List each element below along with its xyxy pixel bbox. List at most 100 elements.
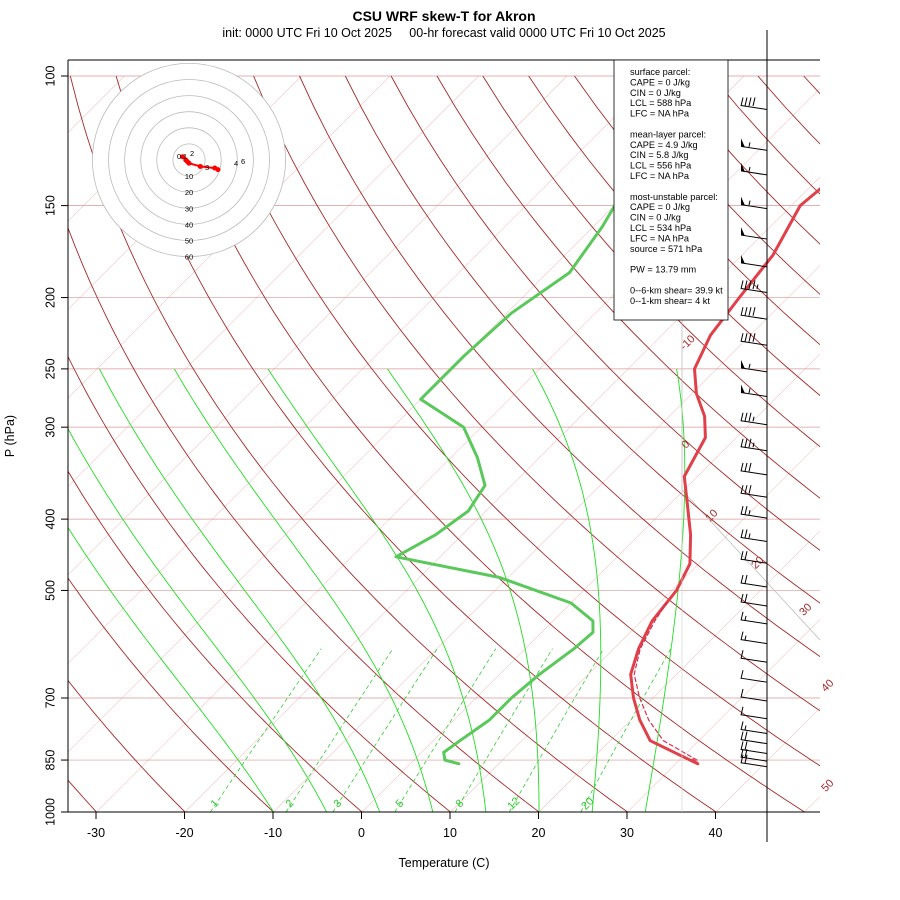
barb-half-flag [748, 166, 751, 172]
barb-flag [744, 574, 748, 584]
dry-adiabat [68, 355, 452, 812]
info-line: PW = 13.79 mm [630, 265, 696, 275]
barb-flag [740, 754, 744, 764]
barb-flag [740, 741, 744, 751]
y-tick-label: 400 [43, 509, 57, 530]
x-tick-label: -10 [264, 826, 282, 840]
x-tick-label: 10 [443, 826, 457, 840]
barb-pennant [741, 162, 745, 172]
barb-pennant [741, 384, 745, 394]
wind-barb [740, 551, 768, 564]
isotherm-line [538, 530, 820, 812]
dry-adiabat [299, 75, 820, 658]
mixing-ratio-line [210, 648, 322, 812]
barb-flag [744, 741, 748, 751]
barb-staff [740, 756, 768, 762]
y-tick-label: 1000 [43, 798, 57, 826]
isotherm-line [715, 707, 820, 812]
info-line: LCL = 534 hPa [630, 223, 692, 233]
barb-staff [740, 145, 768, 151]
barb-flag [740, 593, 744, 603]
barb-staff [740, 677, 768, 683]
isotherm-label: 50 [819, 777, 836, 794]
barb-half-flag [744, 615, 747, 621]
hodograph-ring [124, 95, 254, 225]
y-tick-label: 850 [43, 750, 57, 771]
info-line: CAPE = 0 J/kg [630, 202, 690, 212]
wind-barb [740, 505, 768, 519]
dry-adiabat [207, 75, 820, 767]
barb-flag [740, 731, 744, 741]
wind-barb [740, 741, 768, 755]
barb-pennant [741, 359, 745, 369]
wind-barb [740, 631, 768, 645]
x-tick-label: -20 [175, 826, 193, 840]
y-axis-title: P (hPa) [3, 415, 17, 457]
dry-adiabat [253, 75, 820, 712]
parcel-trace [633, 602, 698, 761]
barb-flag [740, 333, 744, 342]
barb-flag [744, 438, 748, 448]
wind-barb [740, 754, 768, 768]
info-line: LFC = NA hPa [630, 109, 690, 119]
wind-barb-profile [740, 30, 768, 842]
barb-staff [740, 582, 768, 588]
x-tick-label: 40 [709, 826, 723, 840]
wind-barb [740, 611, 768, 625]
barb-staff [740, 729, 768, 735]
info-line: CIN = 0 J/kg [630, 88, 681, 98]
barb-staff [740, 492, 768, 498]
info-line: LFC = NA hPa [630, 233, 690, 243]
y-tick-label: 250 [43, 358, 57, 379]
barb-half-flag [748, 509, 751, 515]
info-line: CIN = 5.8 J/kg [630, 150, 688, 160]
barb-flag [744, 412, 748, 422]
barb-staff [740, 446, 768, 452]
dry-adiabat [68, 226, 540, 812]
barb-flag [744, 731, 748, 741]
barb-flag [752, 280, 756, 290]
wind-barb [740, 485, 768, 498]
barb-flag [740, 749, 744, 758]
hodograph-point [180, 154, 186, 160]
barb-flag [748, 333, 752, 342]
info-line: 0--6-km shear= 39.9 kt [630, 285, 723, 295]
wind-barb [740, 438, 768, 452]
barb-flag [740, 280, 744, 290]
barb-flag [740, 574, 744, 584]
wind-barb [740, 196, 768, 210]
info-line: LFC = NA hPa [630, 171, 690, 181]
barb-staff [740, 340, 768, 346]
mixing-ratio-label: 8 [453, 797, 466, 810]
barb-pennant [741, 196, 745, 206]
dry-adiabat [895, 76, 900, 828]
y-tick-label: 300 [43, 417, 57, 438]
x-tick-label: -30 [87, 826, 105, 840]
barb-flag [748, 485, 752, 494]
barb-flag [740, 650, 744, 659]
barb-pennant [741, 227, 745, 237]
hodograph-point-label: 6 [241, 157, 245, 166]
hodograph-point-label: 0 [177, 152, 181, 161]
moist-adiabat [644, 368, 686, 812]
moist-adiabat [68, 526, 274, 812]
dry-adiabat [68, 679, 186, 812]
dry-adiabat [757, 75, 820, 145]
chart-title: CSU WRF skew-T for Akron [352, 8, 535, 24]
dry-adiabat [711, 75, 820, 195]
wind-barb [740, 97, 768, 110]
barb-pennant [741, 254, 745, 264]
wind-barb [740, 307, 768, 320]
hodograph-point-label: 3 [205, 163, 209, 172]
wind-barb [740, 721, 768, 735]
barb-flag [744, 97, 748, 107]
isotherm-line [68, 75, 568, 576]
barb-flag [740, 706, 744, 716]
dry-adiabat [528, 75, 820, 397]
moist-adiabat [387, 368, 540, 812]
hodograph-ring [108, 79, 270, 241]
wind-barb [740, 412, 768, 426]
barb-flag [740, 721, 744, 731]
dry-adiabat [344, 75, 820, 604]
isotherm-line [450, 442, 820, 812]
